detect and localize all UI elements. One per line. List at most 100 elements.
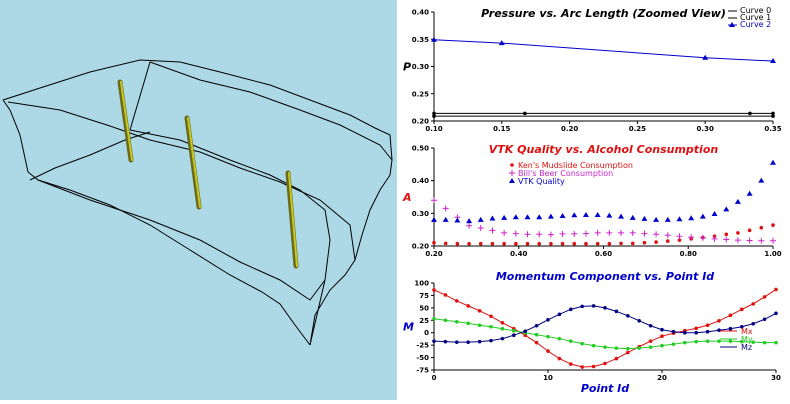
legend-label: Curve 1 — [740, 13, 771, 22]
data-point — [536, 231, 543, 238]
data-point — [455, 340, 459, 344]
data-point — [512, 230, 519, 237]
data-point — [523, 329, 527, 334]
x-tick-label: 20 — [657, 374, 667, 382]
x-tick-label: 0.20 — [561, 125, 578, 133]
data-point — [614, 309, 619, 314]
data-point — [455, 319, 459, 324]
legend-label: Mx — [741, 327, 753, 336]
data-point — [443, 318, 448, 323]
data-point — [618, 229, 625, 236]
data-point — [637, 346, 641, 350]
data-point — [665, 239, 670, 243]
legend-label: Curve 0 — [740, 6, 771, 15]
data-point — [740, 307, 744, 312]
data-point — [466, 222, 473, 229]
data-point — [660, 327, 664, 332]
series-line-1 — [433, 318, 776, 350]
y-tick-label: 25 — [419, 317, 429, 325]
data-point — [594, 211, 601, 217]
data-point — [724, 232, 729, 237]
data-point — [641, 230, 648, 237]
data-point — [676, 216, 683, 222]
data-point — [748, 111, 752, 116]
data-point — [512, 333, 516, 338]
data-point — [477, 225, 484, 232]
data-point — [489, 324, 493, 329]
charts-panel: Pressure vs. Arc Length (Zoomed View) P 0.… — [397, 0, 790, 400]
data-point — [594, 229, 601, 236]
data-point — [500, 326, 505, 331]
data-point — [648, 345, 653, 349]
data-point — [758, 237, 765, 244]
data-point — [683, 340, 687, 345]
data-point — [606, 229, 613, 236]
chart-title: VTK Quality vs. Alcohol Consumption — [489, 143, 719, 156]
y-tick-label: -25 — [416, 342, 429, 350]
data-point — [580, 304, 584, 309]
data-point — [660, 334, 664, 338]
data-point — [683, 330, 687, 335]
data-point — [591, 364, 596, 369]
data-point — [546, 334, 550, 339]
data-point — [514, 241, 518, 246]
data-point — [629, 214, 636, 220]
data-point — [705, 339, 710, 343]
data-point — [694, 339, 698, 344]
data-point — [498, 40, 505, 46]
y-tick-label: 0.20 — [412, 118, 429, 126]
x-tick-label: 0.10 — [425, 125, 442, 133]
data-point — [736, 231, 740, 235]
data-point — [705, 323, 710, 328]
wire-edge — [129, 61, 151, 131]
data-point — [534, 340, 539, 345]
legend-marker — [510, 163, 514, 167]
data-point — [723, 236, 730, 243]
data-point — [606, 212, 613, 218]
data-point — [740, 324, 744, 329]
x-tick-label: 30 — [771, 374, 781, 382]
data-point — [431, 36, 437, 42]
data-point — [671, 329, 676, 334]
data-point — [569, 339, 573, 343]
data-point — [534, 332, 539, 337]
data-point — [534, 323, 539, 328]
data-point — [771, 114, 775, 118]
data-point — [676, 233, 683, 240]
x-tick-label: 0.40 — [510, 250, 527, 258]
data-point — [432, 339, 436, 343]
legend-label: VTK Quality — [518, 177, 565, 186]
data-point — [547, 231, 554, 238]
data-point — [584, 241, 588, 246]
data-point — [432, 114, 436, 118]
data-point — [466, 304, 470, 308]
data-point — [580, 341, 584, 346]
data-point — [582, 211, 589, 217]
data-point — [466, 218, 473, 224]
data-point — [603, 306, 607, 310]
data-point — [774, 311, 778, 316]
data-point — [536, 214, 543, 220]
x-tick-label: 0.15 — [493, 125, 510, 133]
data-point — [525, 241, 530, 246]
data-point — [431, 197, 437, 204]
y-axis-label: P — [403, 61, 411, 74]
data-point — [591, 304, 596, 308]
data-point — [660, 343, 664, 348]
data-point — [443, 241, 448, 246]
series-line-2 — [433, 305, 777, 343]
data-point — [571, 230, 578, 237]
data-point — [717, 339, 721, 343]
3d-render-view[interactable] — [0, 0, 397, 400]
data-point — [774, 340, 778, 345]
data-point — [759, 225, 764, 230]
legend-marker — [509, 170, 515, 176]
chart-title: Momentum Component vs. Point Id — [496, 270, 714, 283]
wire-edge — [309, 174, 391, 346]
data-point — [603, 345, 607, 349]
y-tick-label: 0.50 — [412, 145, 429, 153]
data-point — [455, 241, 460, 246]
data-point — [654, 240, 658, 244]
data-point — [746, 190, 753, 196]
data-point — [432, 316, 436, 321]
